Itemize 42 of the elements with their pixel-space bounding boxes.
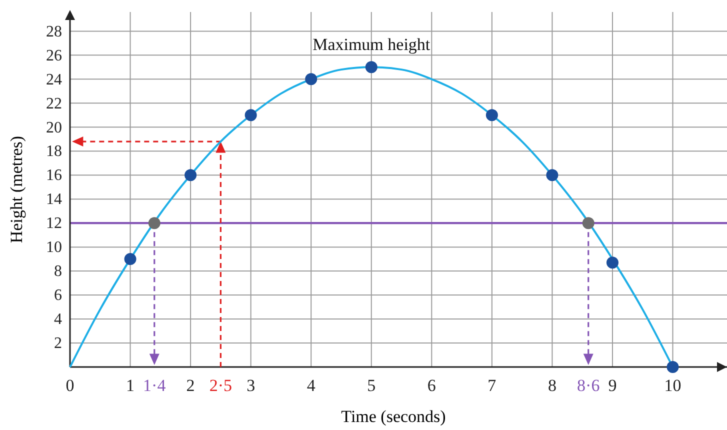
x-tick-label: 4 [306, 376, 316, 396]
point [184, 169, 197, 182]
point [124, 253, 136, 266]
y-tick-label: 6 [54, 287, 62, 304]
x-tick-label: 9 [608, 376, 617, 396]
y-tick-label: 2 [54, 335, 62, 352]
x-tick-label: 7 [488, 376, 497, 396]
point [244, 109, 257, 122]
x-tick-label: 0 [66, 376, 74, 396]
point [148, 217, 160, 230]
y-tick-label: 16 [46, 167, 62, 184]
point [486, 109, 498, 122]
y-tick-label: 22 [46, 95, 62, 112]
y-axis-title: Height (metres) [7, 136, 26, 244]
y-tick-label: 10 [46, 239, 62, 256]
x-axis-title: Time (seconds) [341, 407, 446, 426]
x-tick-label: 10 [664, 376, 682, 396]
point [666, 361, 679, 373]
x-tick-label: 1 [126, 376, 135, 396]
point [305, 73, 318, 86]
x-tick-label: 1·4 [143, 376, 166, 396]
x-tick-label: 2·5 [209, 376, 232, 396]
x-tick-label: 8 [548, 376, 556, 396]
point [606, 256, 618, 269]
y-tick-label: 14 [46, 191, 62, 208]
x-tick-label: 2 [186, 376, 195, 396]
y-tick-label: 28 [46, 23, 62, 40]
y-tick-label: 24 [46, 71, 62, 88]
y-tick-label: 12 [46, 215, 62, 232]
x-tick-label: 8·6 [577, 376, 600, 396]
x-tick-label: 3 [246, 376, 256, 396]
point [582, 217, 594, 230]
y-tick-label: 26 [46, 47, 62, 64]
annotation: Maximum height [312, 35, 430, 54]
y-tick-label: 8 [54, 263, 62, 280]
point [365, 61, 378, 74]
x-tick-label: 5 [367, 376, 376, 396]
y-tick-label: 18 [46, 143, 62, 160]
point [546, 169, 558, 182]
y-tick-label: 4 [54, 311, 62, 328]
x-tick-label: 6 [427, 376, 436, 396]
y-tick-label: 20 [46, 119, 62, 136]
